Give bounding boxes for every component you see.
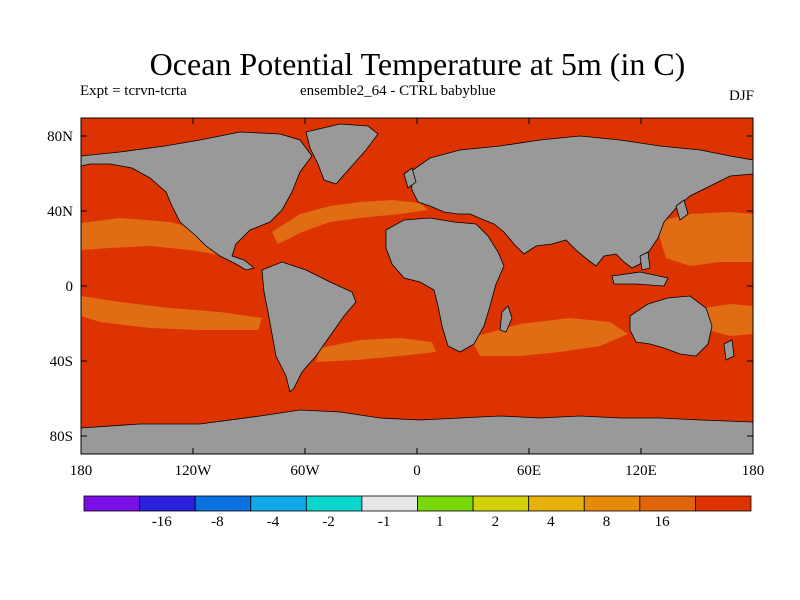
africa — [385, 217, 505, 353]
colorbar-label: -1 — [378, 514, 391, 530]
colorbar-swatch — [583, 495, 641, 512]
ensemble-label: ensemble2_64 - CTRL babyblue — [300, 83, 496, 99]
lon-label: 180 — [70, 463, 93, 479]
indian-ocean-band — [470, 318, 628, 356]
colorbar-label: 2 — [492, 514, 500, 530]
colorbar-label: 8 — [603, 514, 611, 530]
lat-label: 0 — [66, 279, 74, 295]
indonesia-islands — [611, 271, 669, 287]
colorbar-label: -2 — [322, 514, 335, 530]
uk-island — [403, 167, 417, 189]
greenland — [305, 123, 379, 185]
colorbar-label: -16 — [152, 514, 172, 530]
islands — [403, 167, 735, 361]
colorbar-label: -8 — [211, 514, 224, 530]
colorbar-swatch — [305, 495, 363, 512]
colorbar: -16 -8 -4 -2 -1 1 2 4 8 16 — [83, 495, 752, 530]
new-zealand-island — [723, 339, 735, 361]
colorbar-label: 4 — [547, 514, 555, 530]
colorbar-label: 16 — [655, 514, 671, 530]
colorbar-label: 1 — [436, 514, 444, 530]
lon-label: 0 — [413, 463, 421, 479]
colorbar-swatch — [472, 495, 530, 512]
map-panel: 80N 40N 0 40S 80S 180 120W 60W 0 60E 120E 180 — [47, 117, 764, 479]
south-pacific-east-band — [81, 296, 262, 330]
lat-label: 80S — [50, 429, 73, 445]
north-pacific-east-band — [81, 218, 230, 256]
colorbar-swatch — [139, 495, 196, 512]
lon-label: 180 — [742, 463, 765, 479]
lon-label: 60E — [517, 463, 541, 479]
map-ticks: 80N 40N 0 40S 80S 180 120W 60W 0 60E 120E 180 — [47, 118, 764, 479]
lat-label: 40S — [50, 354, 73, 370]
colorbar-swatch — [250, 495, 307, 512]
north-pacific-west-band — [655, 212, 753, 266]
colorbar-label: -4 — [267, 514, 280, 530]
colorbar-swatch — [361, 495, 418, 512]
orange-bands — [81, 200, 753, 362]
south-atlantic-band — [316, 338, 436, 362]
japan-island — [675, 199, 689, 221]
eurasia — [409, 135, 754, 269]
lat-label: 80N — [47, 129, 73, 145]
lon-label: 120W — [175, 463, 213, 479]
colorbar-swatch — [194, 495, 252, 512]
lon-label: 60W — [290, 463, 320, 479]
lat-label: 40N — [47, 204, 73, 220]
colorbar-swatch — [639, 495, 696, 512]
north-atlantic-band — [272, 200, 428, 244]
north-america — [80, 131, 313, 271]
season-label: DJF — [728, 88, 754, 104]
australia — [629, 295, 713, 357]
philippines-island — [639, 251, 651, 271]
south-america — [261, 261, 357, 393]
australia-east-band — [704, 304, 753, 336]
experiment-label: Expt = tcrvn-tcrta — [80, 83, 187, 99]
colorbar-swatch — [417, 495, 474, 512]
madagascar — [499, 305, 513, 333]
colorbar-swatch — [695, 495, 752, 512]
colorbar-swatch — [528, 495, 585, 512]
lon-label: 120E — [625, 463, 657, 479]
colorbar-swatch — [83, 495, 140, 512]
map-title: Ocean Potential Temperature at 5m (in C) — [149, 46, 686, 82]
